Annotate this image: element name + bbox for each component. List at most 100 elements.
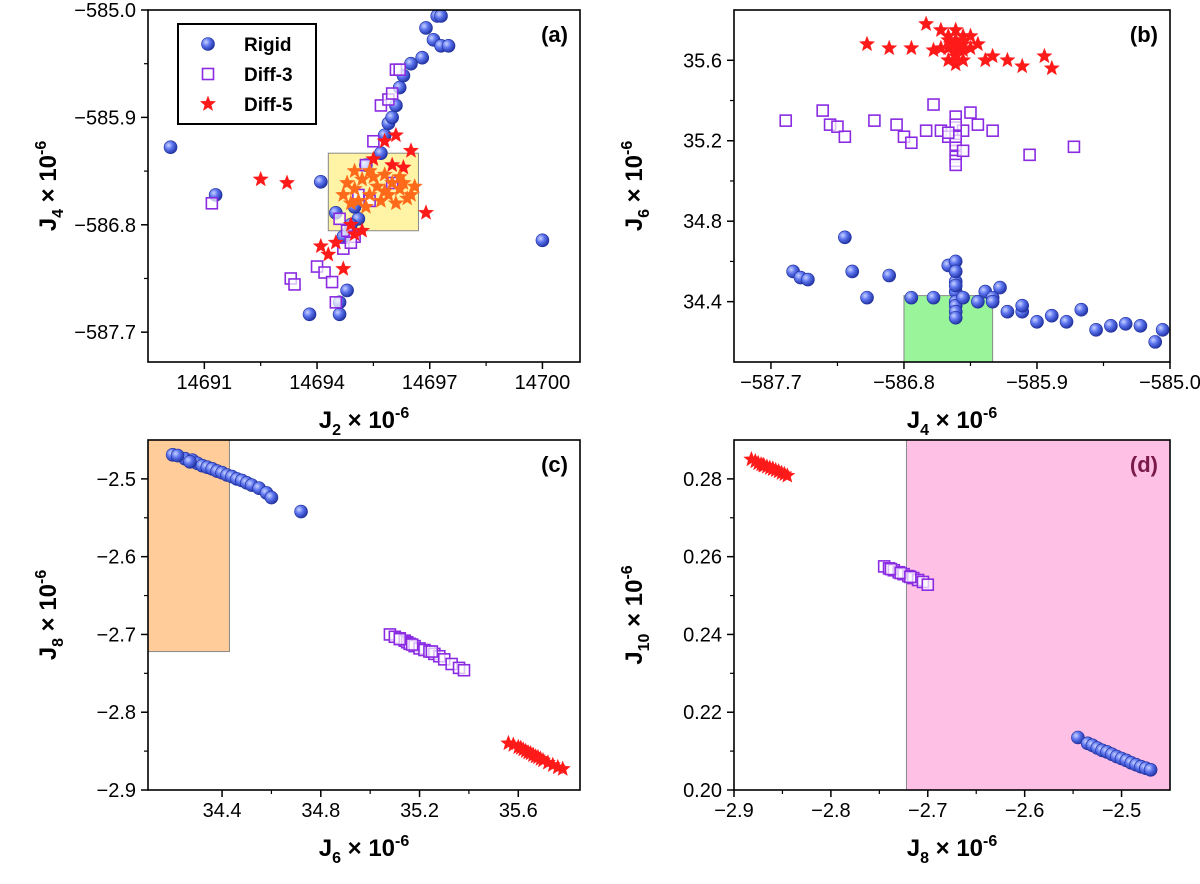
y-axis-title-symbol: J bbox=[621, 651, 648, 664]
data-point bbox=[391, 168, 408, 184]
data-point bbox=[942, 126, 955, 139]
data-point bbox=[402, 142, 420, 158]
data-point bbox=[999, 51, 1016, 68]
data-point bbox=[318, 266, 331, 279]
data-point bbox=[956, 144, 970, 158]
legend-label-diff3: Diff-3 bbox=[244, 65, 293, 86]
x-axis-title-symbol: J bbox=[907, 835, 920, 862]
data-point bbox=[434, 10, 448, 23]
y-tick-label: 0.28 bbox=[683, 469, 722, 491]
x-tick-label: 35.2 bbox=[400, 800, 439, 822]
data-point bbox=[325, 275, 339, 289]
legend-marker-rigid bbox=[201, 37, 215, 51]
data-point bbox=[332, 307, 347, 322]
y-axis-title-subscript: 8 bbox=[50, 638, 67, 647]
y-axis-title-symbol: J bbox=[35, 647, 62, 660]
x-tick-label: −585.0 bbox=[1139, 372, 1200, 394]
data-point bbox=[964, 106, 977, 119]
x-tick-label: 14700 bbox=[515, 372, 571, 394]
y-axis-title: J6 × 10-6 bbox=[619, 141, 653, 232]
data-point bbox=[302, 307, 317, 322]
data-point bbox=[183, 454, 197, 469]
x-tick-label: −586.8 bbox=[873, 372, 935, 394]
x-tick-label: −585.9 bbox=[1006, 372, 1068, 394]
data-point bbox=[402, 186, 420, 202]
data-point bbox=[860, 290, 874, 305]
data-point bbox=[313, 175, 328, 189]
data-point bbox=[361, 186, 378, 202]
x-tick-label: −2.8 bbox=[811, 800, 850, 822]
data-point bbox=[384, 156, 401, 173]
data-point bbox=[380, 186, 397, 202]
x-axis-title-exponent: -6 bbox=[983, 833, 997, 850]
panel-d: −2.9 −2.8 −2.7 −2.6 −2.5 0.20 0.22 0.24 0.26 0.28… bbox=[619, 439, 1171, 867]
data-point bbox=[368, 178, 386, 194]
x-axis-title-subscript: 6 bbox=[332, 850, 341, 867]
y-axis-title-exponent: -6 bbox=[619, 141, 636, 155]
plot-frame bbox=[147, 439, 581, 791]
x-tick-label: 34.8 bbox=[301, 800, 340, 822]
data-point bbox=[457, 663, 471, 677]
data-point bbox=[1133, 318, 1148, 333]
x-axis-title-subscript: 2 bbox=[332, 422, 341, 439]
series-diff-5 bbox=[252, 126, 435, 276]
panel-label: (d) bbox=[1130, 452, 1158, 477]
panel-label: (c) bbox=[541, 452, 568, 477]
x-tick-label: −2.5 bbox=[1102, 800, 1141, 822]
x-tick-label: −2.6 bbox=[1005, 800, 1044, 822]
data-point bbox=[333, 212, 346, 226]
y-axis-title-times: × 10 bbox=[621, 580, 648, 634]
y-axis-title-exponent: -6 bbox=[33, 570, 50, 584]
x-axis-title: J8 × 10-6 bbox=[907, 833, 998, 867]
y-axis-title-times: × 10 bbox=[35, 584, 62, 638]
data-point bbox=[329, 296, 343, 309]
data-point bbox=[986, 124, 999, 137]
data-point bbox=[1023, 148, 1036, 162]
data-point bbox=[393, 632, 407, 646]
data-point bbox=[327, 234, 344, 250]
data-point bbox=[312, 237, 329, 254]
data-point bbox=[954, 51, 972, 68]
data-point bbox=[264, 490, 279, 505]
panel-label: (a) bbox=[541, 22, 568, 47]
x-axis-title: J4 × 10-6 bbox=[907, 405, 998, 439]
x-tick-label: 34.4 bbox=[203, 800, 242, 822]
y-tick-label: −2.5 bbox=[97, 469, 136, 491]
x-axis-title-times: × 10 bbox=[929, 835, 983, 862]
data-point bbox=[385, 87, 399, 100]
y-tick-label: −2.6 bbox=[97, 547, 136, 569]
x-axis-title-times: × 10 bbox=[929, 407, 983, 434]
y-tick-label: −2.7 bbox=[97, 624, 136, 646]
panel-a: 14691 14694 14697 14700 −587.7 −586.8 −585.9 −5… bbox=[33, 0, 581, 439]
x-axis-title-exponent: -6 bbox=[983, 405, 997, 422]
plot-frame bbox=[733, 439, 1171, 791]
y-tick-label: 0.26 bbox=[683, 547, 722, 569]
data-point bbox=[387, 194, 405, 211]
data-point bbox=[948, 278, 963, 293]
data-point bbox=[947, 55, 964, 72]
data-point bbox=[845, 264, 860, 279]
data-point bbox=[554, 760, 571, 776]
data-point bbox=[357, 198, 375, 214]
data-point bbox=[940, 51, 957, 68]
data-point bbox=[1148, 335, 1163, 349]
data-point bbox=[278, 174, 296, 190]
y-tick-label: 0.24 bbox=[683, 624, 722, 646]
y-axis-title: J8 × 10-6 bbox=[33, 570, 67, 661]
y-axis-title-exponent: -6 bbox=[33, 141, 50, 155]
data-point bbox=[764, 460, 781, 476]
data-point bbox=[417, 204, 435, 220]
data-point bbox=[441, 38, 456, 53]
data-point bbox=[838, 230, 852, 245]
y-axis-title-subscript: 4 bbox=[50, 209, 67, 218]
data-point bbox=[342, 216, 360, 232]
data-point bbox=[1059, 314, 1074, 329]
y-tick-label: −2.8 bbox=[97, 702, 136, 724]
data-point bbox=[956, 290, 970, 305]
data-point bbox=[1044, 308, 1059, 323]
data-point bbox=[346, 162, 363, 179]
x-axis-title-times: × 10 bbox=[341, 407, 395, 434]
data-point bbox=[904, 290, 919, 305]
data-point bbox=[971, 294, 985, 309]
